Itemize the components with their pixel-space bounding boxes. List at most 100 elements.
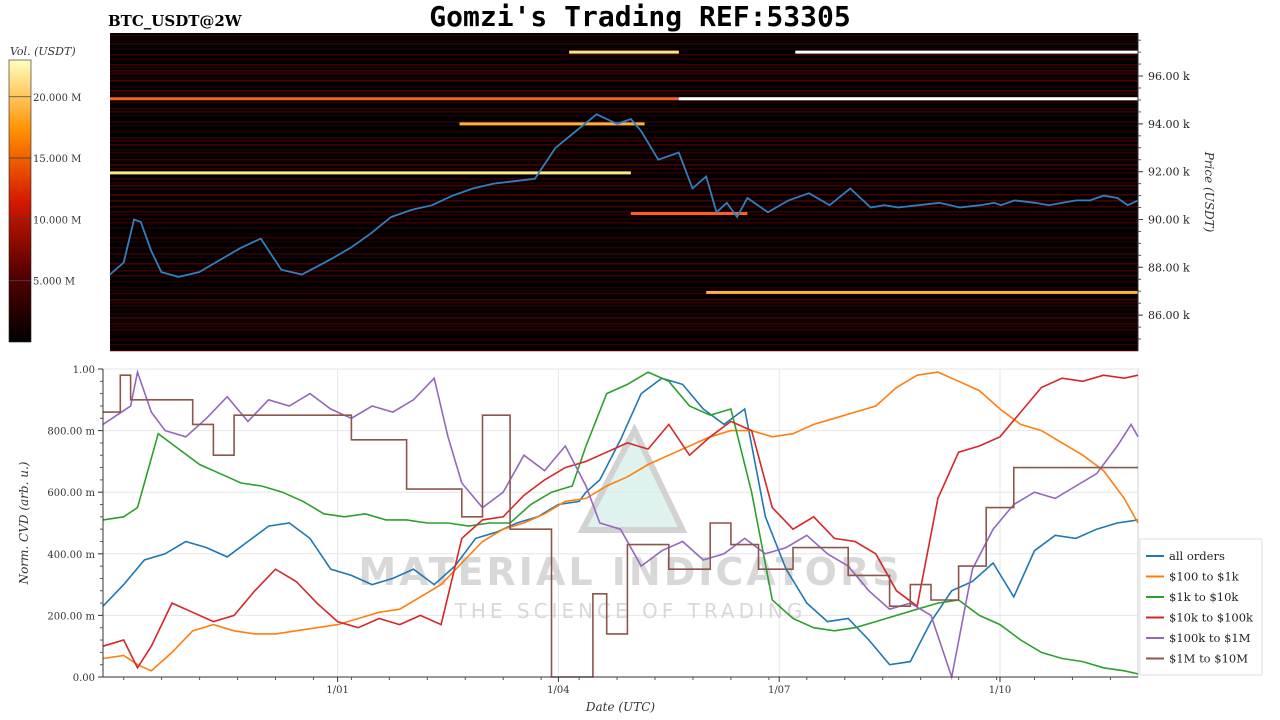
heatmap-band xyxy=(110,168,1138,170)
heatmap-band xyxy=(110,155,1138,157)
watermark-text: MATERIAL INDICATORS xyxy=(358,550,902,594)
price-tick-label: 96.00 k xyxy=(1148,70,1190,83)
heatmap-band xyxy=(110,200,1138,202)
legend-box xyxy=(1139,538,1263,676)
heatmap-band xyxy=(110,149,1138,151)
heatmap-band xyxy=(110,237,1138,239)
colorbar-tick-label: 20.000 M xyxy=(33,93,81,104)
heatmap-band xyxy=(110,188,1138,190)
colorbar-tick-label: 5.000 M xyxy=(33,277,75,288)
colorbar-gradient xyxy=(8,59,32,343)
heatmap-band xyxy=(110,302,1138,304)
cvd-x-tick-label: 1/01 xyxy=(326,685,348,696)
price-series-line xyxy=(109,113,1139,278)
heatmap-band xyxy=(110,333,1138,335)
heatmap-band xyxy=(110,86,1138,88)
heatmap-band xyxy=(110,329,1138,331)
heatmap-band xyxy=(110,287,1138,289)
heatmap-band xyxy=(110,102,1138,104)
heatmap-band xyxy=(110,40,1138,42)
chart-title: Gomzi's Trading REF:53305 xyxy=(429,0,851,33)
heatmap-band xyxy=(110,214,1138,216)
cvd-x-axis-label: Date (UTC) xyxy=(585,700,655,714)
price-tick-label: 90.00 k xyxy=(1148,213,1190,226)
price-tick-label: 86.00 k xyxy=(1148,309,1190,322)
heatmap-band xyxy=(110,227,1138,229)
heatmap-band xyxy=(110,111,1138,113)
heatmap-band xyxy=(110,194,1138,196)
heatmap-band xyxy=(110,43,1138,45)
price-tick-label: 94.00 k xyxy=(1148,118,1190,131)
ticker-label: BTC_USDT@2W xyxy=(108,12,242,30)
price-axis-label: Price (USDT) xyxy=(1202,151,1216,233)
liquidity-level xyxy=(569,50,679,54)
heatmap-band xyxy=(110,247,1138,249)
liquidity-level xyxy=(630,212,748,216)
colorbar: 5.000 M 10.000 M 15.000 M 20.000 M Vol. (USD… xyxy=(8,45,81,343)
heatmap-band xyxy=(110,125,1138,127)
heatmap-background xyxy=(110,33,1138,351)
heatmap-band xyxy=(110,309,1138,311)
colorbar-label: Vol. (USDT) xyxy=(10,45,76,58)
heatmap-band xyxy=(110,293,1138,295)
heatmap-band xyxy=(110,159,1138,161)
cvd-series-line xyxy=(102,374,1139,670)
heatmap-band xyxy=(110,164,1138,166)
legend-entry: $1M to $10M xyxy=(1169,652,1248,666)
heatmap-band xyxy=(110,305,1138,307)
heatmap-band xyxy=(110,257,1138,259)
cvd-y-tick-label: 200.00 m xyxy=(47,611,95,622)
heatmap-band xyxy=(110,73,1138,75)
cvd-x-tick-label: 1/04 xyxy=(547,685,569,696)
price-tick-label: 88.00 k xyxy=(1148,261,1190,274)
cvd-series-line xyxy=(102,369,1139,681)
heatmap-band xyxy=(110,290,1138,292)
heatmap-band xyxy=(110,206,1138,208)
cvd-y-tick-label: 600.00 m xyxy=(47,488,95,499)
heatmap-band xyxy=(110,90,1138,92)
heatmap-band xyxy=(110,144,1138,146)
heatmap-band xyxy=(110,35,1138,37)
heatmap-band xyxy=(110,241,1138,243)
heatmap-panel: 86.00 k 88.00 k 90.00 k 92.00 k 94.00 k 96.00… xyxy=(109,33,1216,352)
heatmap-band xyxy=(110,140,1138,142)
heatmap-band xyxy=(110,70,1138,72)
liquidity-level xyxy=(459,122,645,126)
cvd-y-tick-label: 0.00 xyxy=(73,673,95,684)
cvd-y-tick-label: 1.00 xyxy=(73,365,95,376)
heatmap-band xyxy=(110,233,1138,235)
liquidity-level xyxy=(706,290,1138,294)
heatmap-band xyxy=(110,80,1138,82)
heatmap-band xyxy=(110,275,1138,277)
heatmap-band xyxy=(110,344,1138,346)
cvd-x-tick-label: 1/07 xyxy=(768,685,790,696)
heatmap-band xyxy=(110,185,1138,187)
heatmap-band xyxy=(110,108,1138,110)
heatmap-band xyxy=(110,211,1138,213)
heatmap-band xyxy=(110,64,1138,66)
heatmap-band xyxy=(110,178,1138,180)
legend-entry: $10k to $100k xyxy=(1169,611,1254,625)
heatmap-band xyxy=(110,281,1138,283)
heatmap-band xyxy=(110,326,1138,328)
legend: all orders $100 to $1k $1k to $10k $10k to … xyxy=(1139,538,1263,676)
cvd-panel: MATERIAL INDICATORS THE SCIENCE OF TRADIN… xyxy=(17,365,1139,714)
heatmap-band xyxy=(110,263,1138,265)
heatmap-band xyxy=(110,317,1138,319)
price-tick-label: 92.00 k xyxy=(1148,166,1190,179)
heatmap-band xyxy=(110,67,1138,69)
heatmap-band xyxy=(110,339,1138,341)
heatmap-band xyxy=(110,313,1138,315)
heatmap-band xyxy=(110,270,1138,272)
cvd-series-line xyxy=(102,377,1139,666)
heatmap-band xyxy=(110,320,1138,322)
cvd-x-tick-label: 1/10 xyxy=(989,685,1011,696)
cvd-series-line xyxy=(102,371,1139,672)
heatmap-band xyxy=(110,152,1138,154)
liquidity-level xyxy=(795,50,1138,54)
heatmap-band xyxy=(110,222,1138,224)
heatmap-band xyxy=(110,350,1138,352)
heatmap-band xyxy=(110,137,1138,139)
legend-entry: $1k to $10k xyxy=(1169,590,1239,604)
